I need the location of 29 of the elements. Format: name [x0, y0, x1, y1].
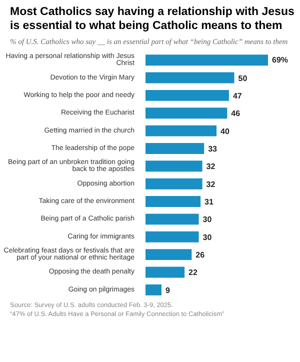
- bar: [146, 160, 202, 172]
- data-label: 46: [231, 109, 241, 118]
- data-label: 33: [208, 144, 218, 154]
- data-label: 30: [202, 215, 212, 224]
- bar: [146, 72, 234, 84]
- data-label: 69%: [272, 56, 288, 65]
- bar: [146, 143, 204, 154]
- data-label: 47: [232, 92, 242, 101]
- bar: [146, 126, 217, 137]
- chart-title: Most Catholics say having a relationship with Jesus is essential to what being Catholic means to them: [10, 6, 296, 34]
- bar: [146, 284, 162, 296]
- bar: [146, 54, 268, 66]
- data-label: 26: [196, 250, 206, 260]
- bar: [146, 249, 192, 260]
- data-label: 40: [220, 127, 230, 136]
- bar: [146, 267, 185, 278]
- bar: [146, 214, 199, 225]
- data-label: 32: [206, 162, 216, 172]
- data-label: 50: [238, 74, 248, 84]
- data-label: 31: [204, 198, 214, 207]
- bar: [146, 108, 228, 119]
- data-label: 32: [206, 180, 216, 190]
- bar: [146, 178, 202, 190]
- data-label: 9: [165, 286, 170, 296]
- bar: [146, 90, 229, 102]
- data-label: 22: [188, 268, 198, 278]
- bar: [146, 232, 199, 243]
- data-label: 30: [202, 233, 212, 242]
- bar: [146, 196, 201, 208]
